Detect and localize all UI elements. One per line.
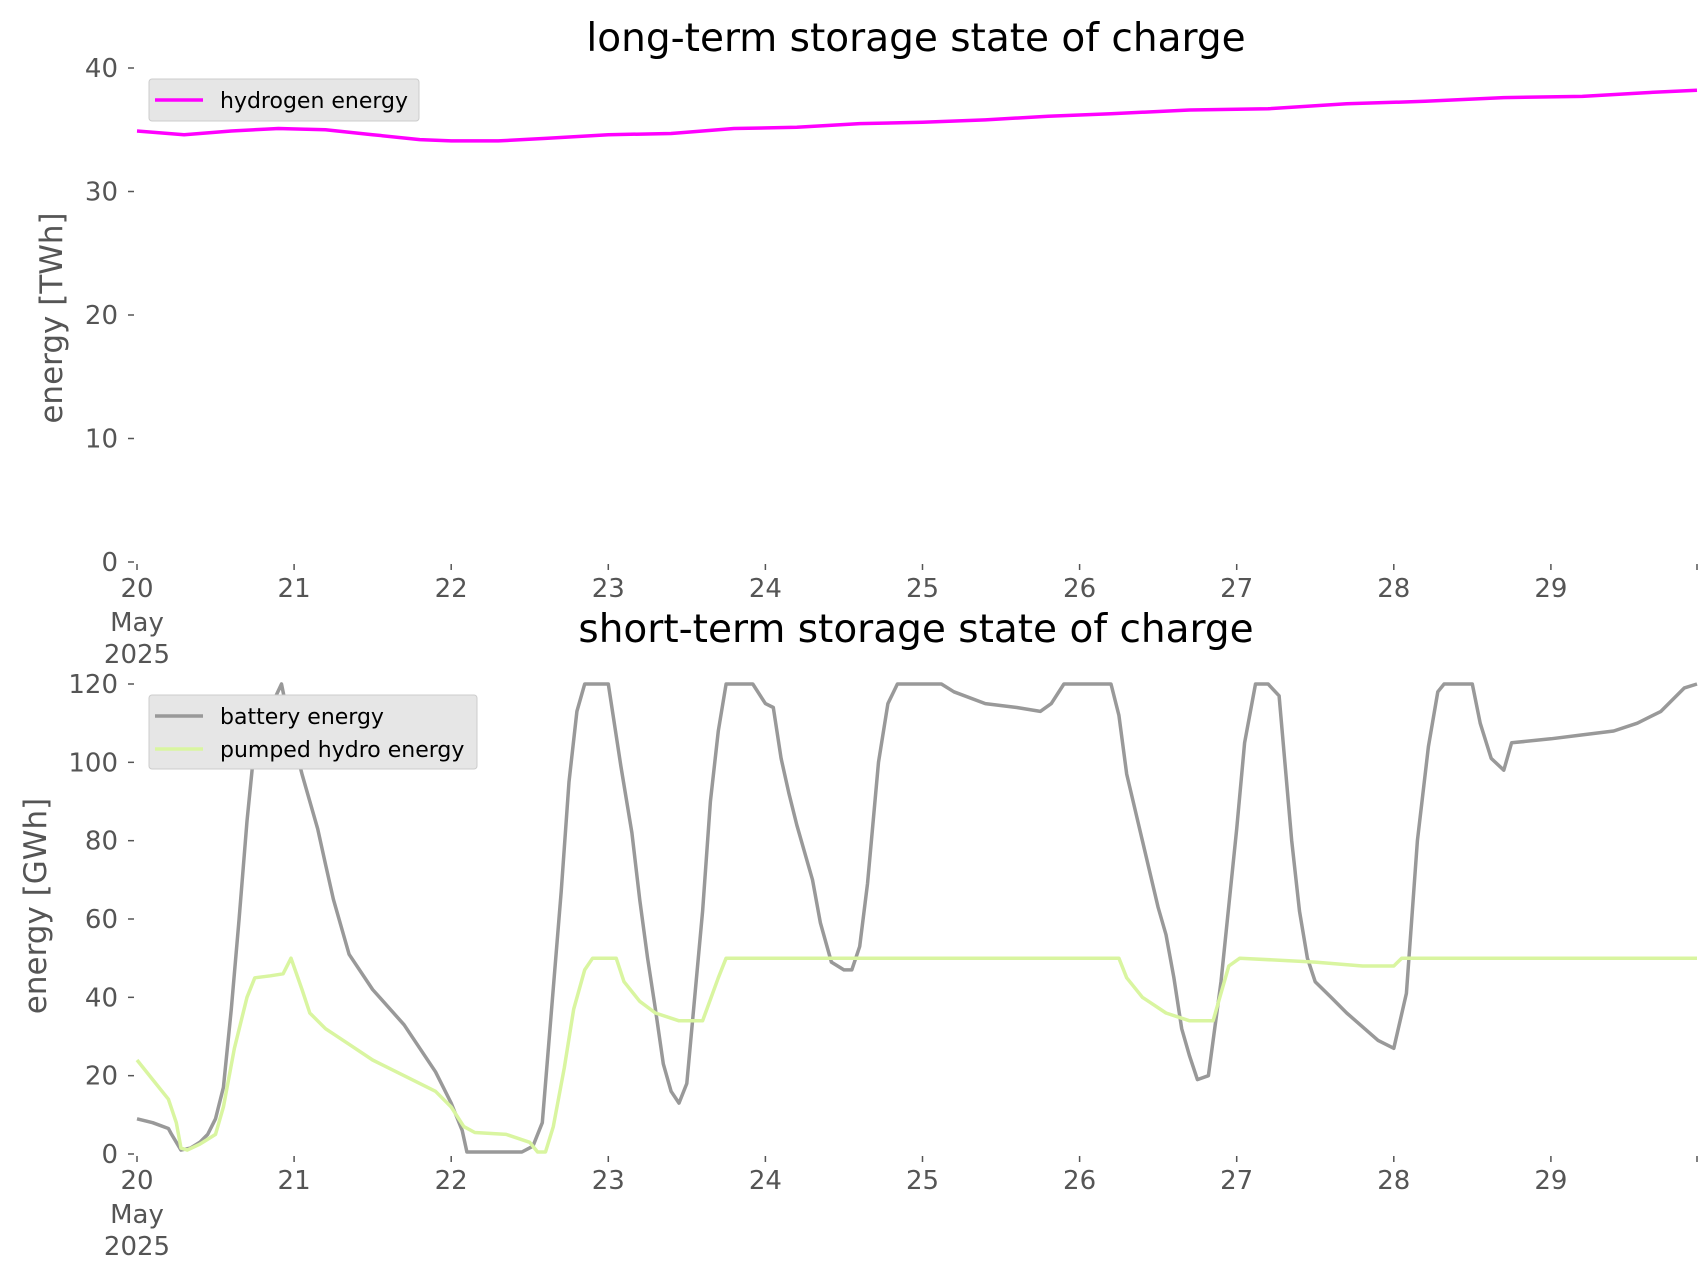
y-axis-label-short-term: energy [GWh] — [18, 798, 54, 1014]
long-term-chart: long-term storage state of charge energy… — [34, 16, 1697, 670]
x-tick-label: 22 — [435, 574, 468, 604]
chart-title-long-term: long-term storage state of charge — [586, 16, 1245, 61]
x-tick-label: 28 — [1377, 574, 1410, 604]
legend-short-term: battery energy pumped hydro energy — [149, 695, 477, 769]
y-ticks-short-term: 0 20 40 60 80 100 120 — [68, 670, 134, 1170]
legend-label: pumped hydro energy — [220, 738, 464, 763]
x-tick-label: 25 — [906, 574, 939, 604]
x-tick-label: 24 — [749, 1166, 782, 1196]
y-tick-label: 80 — [85, 827, 118, 857]
y-ticks-long-term: 0 10 20 30 40 — [85, 54, 134, 578]
y-tick-label: 120 — [68, 670, 118, 700]
x-tick-sublabel: 2025 — [104, 1232, 170, 1262]
x-tick-label: 21 — [278, 1166, 311, 1196]
x-tick-label: 23 — [592, 574, 625, 604]
x-tick-sublabel: May — [110, 608, 164, 638]
y-tick-label: 20 — [85, 301, 118, 331]
x-tick-label: 20 — [120, 574, 153, 604]
x-tick-label: 26 — [1063, 1166, 1096, 1196]
short-term-chart: short-term storage state of charge energ… — [18, 607, 1697, 1262]
x-tick-label: 21 — [278, 574, 311, 604]
y-tick-label: 40 — [85, 983, 118, 1013]
x-tick-label: 26 — [1063, 574, 1096, 604]
x-tick-label: 27 — [1220, 1166, 1253, 1196]
x-tick-label: 24 — [749, 574, 782, 604]
y-tick-label: 0 — [101, 548, 118, 578]
x-tick-label: 25 — [906, 1166, 939, 1196]
x-tick-label: 28 — [1377, 1166, 1410, 1196]
y-axis-label-long-term: energy [TWh] — [34, 212, 70, 423]
x-tick-label: 27 — [1220, 574, 1253, 604]
y-tick-label: 20 — [85, 1062, 118, 1092]
x-tick-sublabel: May — [110, 1200, 164, 1230]
y-tick-label: 10 — [85, 425, 118, 455]
x-tick-label: 20 — [120, 1166, 153, 1196]
y-tick-label: 0 — [101, 1140, 118, 1170]
chart-title-short-term: short-term storage state of charge — [578, 607, 1253, 652]
y-tick-label: 60 — [85, 905, 118, 935]
y-tick-label: 30 — [85, 178, 118, 208]
x-tick-label: 29 — [1534, 574, 1567, 604]
x-tick-label: 23 — [592, 1166, 625, 1196]
legend-label: battery energy — [220, 705, 384, 730]
x-tick-sublabel: 2025 — [104, 640, 170, 670]
x-tick-label: 29 — [1534, 1166, 1567, 1196]
legend-label: hydrogen energy — [220, 89, 408, 114]
y-tick-label: 100 — [68, 748, 118, 778]
x-tick-label: 22 — [435, 1166, 468, 1196]
legend-long-term: hydrogen energy — [149, 79, 419, 121]
y-tick-label: 40 — [85, 54, 118, 84]
x-ticks-short-term: 20 21 22 23 24 25 26 27 28 29 May2025 — [104, 1156, 1697, 1262]
